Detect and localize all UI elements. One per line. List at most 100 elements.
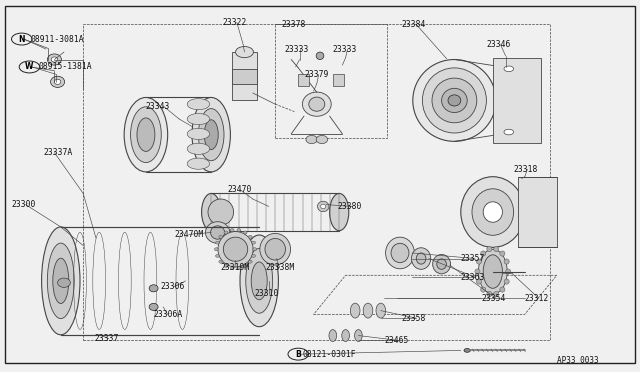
Ellipse shape: [436, 259, 447, 269]
Ellipse shape: [364, 303, 372, 318]
Ellipse shape: [475, 269, 480, 274]
Ellipse shape: [481, 251, 486, 256]
Ellipse shape: [214, 248, 218, 251]
Ellipse shape: [342, 330, 349, 341]
Ellipse shape: [252, 254, 255, 257]
Text: 23379: 23379: [304, 70, 328, 79]
Ellipse shape: [316, 52, 324, 60]
Text: 23337: 23337: [95, 334, 119, 343]
Ellipse shape: [216, 254, 220, 257]
Ellipse shape: [205, 222, 230, 243]
Text: 23346: 23346: [486, 40, 511, 49]
Text: 23363: 23363: [461, 273, 485, 282]
Ellipse shape: [252, 262, 268, 300]
Ellipse shape: [52, 258, 69, 304]
Ellipse shape: [47, 54, 61, 65]
Ellipse shape: [483, 255, 502, 288]
Ellipse shape: [500, 251, 505, 256]
Bar: [83, 24, 550, 340]
Bar: [275, 24, 387, 138]
Ellipse shape: [506, 269, 511, 274]
Ellipse shape: [149, 285, 158, 292]
Ellipse shape: [472, 189, 514, 235]
Ellipse shape: [355, 330, 362, 341]
Text: 23322: 23322: [223, 18, 247, 27]
Ellipse shape: [223, 237, 248, 261]
Ellipse shape: [219, 235, 223, 238]
Ellipse shape: [487, 247, 492, 252]
Ellipse shape: [321, 204, 326, 209]
Ellipse shape: [230, 267, 234, 270]
Ellipse shape: [330, 193, 349, 231]
Ellipse shape: [500, 287, 505, 292]
Text: 23333: 23333: [333, 45, 357, 54]
Ellipse shape: [376, 303, 385, 318]
Ellipse shape: [58, 278, 70, 287]
Text: 23465: 23465: [384, 336, 408, 345]
Bar: [333, 74, 344, 86]
Text: 23357: 23357: [461, 254, 485, 263]
Ellipse shape: [265, 238, 285, 260]
Ellipse shape: [237, 229, 241, 232]
Ellipse shape: [124, 97, 168, 172]
Ellipse shape: [202, 193, 221, 231]
Text: 23310: 23310: [255, 289, 279, 298]
Text: 08911-3081A: 08911-3081A: [31, 35, 84, 44]
Ellipse shape: [188, 143, 210, 154]
Ellipse shape: [230, 229, 234, 232]
Text: 23318: 23318: [513, 165, 538, 174]
Ellipse shape: [448, 95, 461, 106]
Text: 23343: 23343: [146, 102, 170, 110]
Ellipse shape: [479, 249, 508, 294]
Ellipse shape: [188, 99, 210, 110]
Ellipse shape: [208, 199, 234, 225]
Ellipse shape: [433, 254, 451, 274]
Text: 23338M: 23338M: [266, 263, 295, 272]
Ellipse shape: [432, 78, 477, 123]
Ellipse shape: [487, 291, 492, 296]
Ellipse shape: [237, 267, 241, 270]
Ellipse shape: [198, 109, 224, 161]
Text: 23470M: 23470M: [175, 230, 204, 239]
Ellipse shape: [51, 76, 65, 87]
Text: AP33 0033: AP33 0033: [557, 356, 598, 365]
Ellipse shape: [188, 128, 210, 140]
Ellipse shape: [309, 97, 325, 111]
Ellipse shape: [224, 231, 228, 234]
Text: 23354: 23354: [481, 294, 506, 303]
Ellipse shape: [137, 118, 155, 151]
Ellipse shape: [246, 248, 273, 313]
Ellipse shape: [476, 279, 481, 284]
Ellipse shape: [192, 97, 230, 172]
Ellipse shape: [476, 259, 481, 264]
Ellipse shape: [481, 287, 486, 292]
Ellipse shape: [211, 226, 225, 239]
Ellipse shape: [204, 120, 218, 150]
Ellipse shape: [422, 68, 486, 133]
Ellipse shape: [329, 330, 337, 341]
Ellipse shape: [240, 235, 278, 327]
Ellipse shape: [391, 243, 409, 263]
Ellipse shape: [54, 79, 61, 84]
Ellipse shape: [504, 66, 513, 72]
Text: N: N: [19, 35, 25, 44]
Ellipse shape: [51, 57, 58, 62]
Ellipse shape: [47, 243, 74, 318]
Ellipse shape: [483, 202, 502, 222]
Ellipse shape: [504, 129, 513, 135]
Ellipse shape: [149, 304, 158, 310]
Ellipse shape: [188, 158, 210, 169]
Ellipse shape: [131, 107, 161, 163]
Text: 23384: 23384: [402, 20, 426, 29]
Ellipse shape: [442, 89, 467, 112]
Text: B: B: [296, 350, 301, 359]
Ellipse shape: [236, 46, 253, 58]
Ellipse shape: [248, 235, 252, 238]
Ellipse shape: [412, 248, 431, 269]
Text: 23312: 23312: [525, 294, 549, 303]
Ellipse shape: [504, 279, 509, 284]
Ellipse shape: [218, 231, 253, 267]
Ellipse shape: [306, 135, 317, 144]
Ellipse shape: [224, 264, 228, 267]
Ellipse shape: [493, 247, 499, 252]
